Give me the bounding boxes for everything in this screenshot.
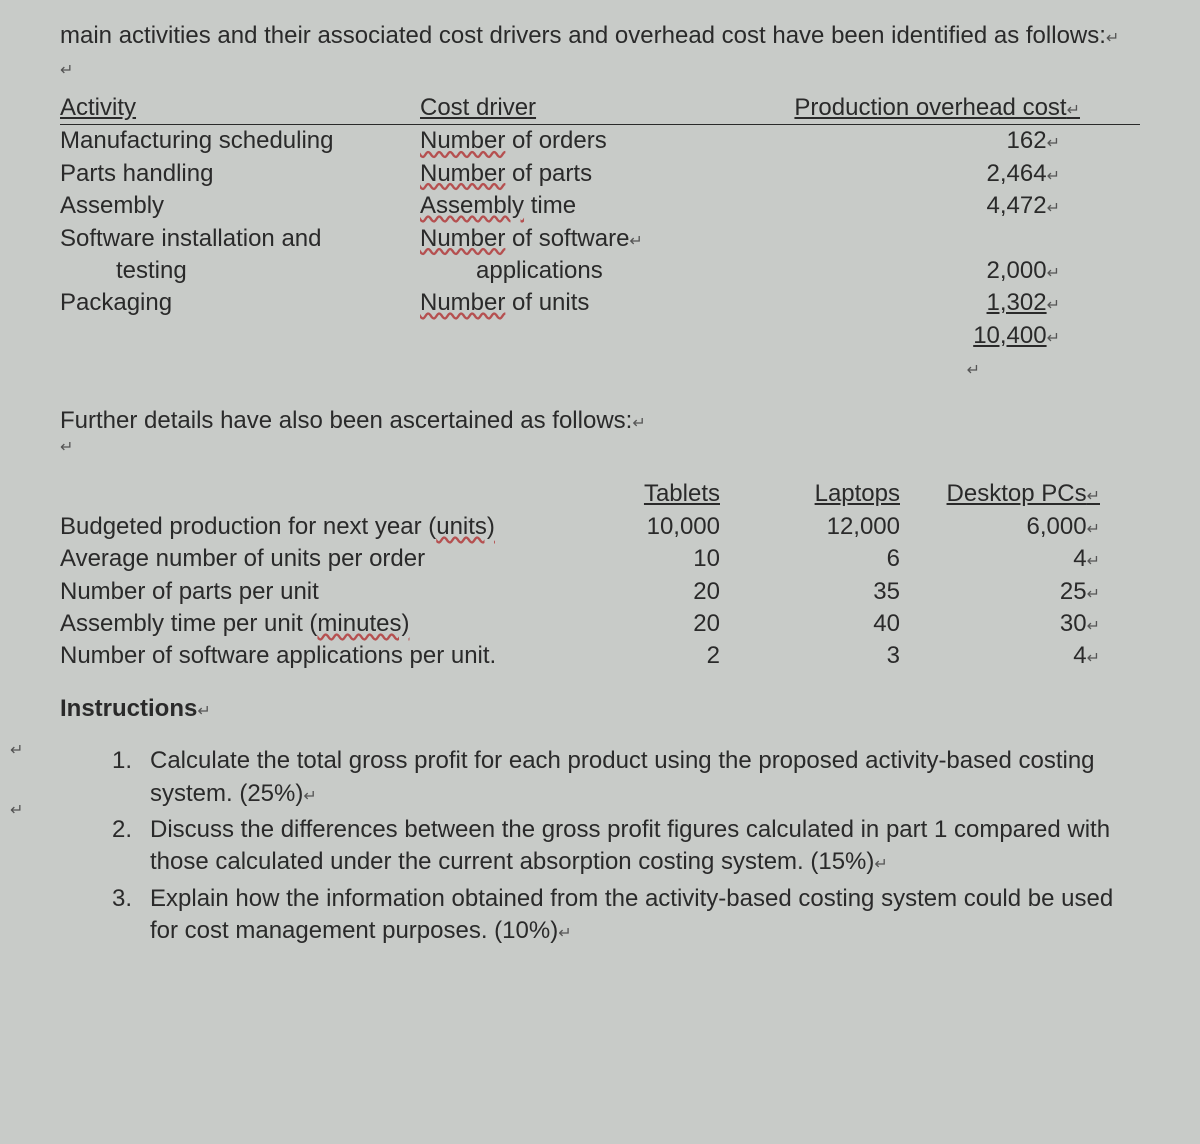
table-row: Manufacturing scheduling Number of order… xyxy=(60,125,1140,157)
tablets-cell: 2 xyxy=(580,640,720,672)
blank-line-mark: ↵ xyxy=(60,437,1140,459)
tablets-cell: 10 xyxy=(580,543,720,575)
driver-cell: applications xyxy=(420,255,780,287)
row-label: Number of software applications per unit… xyxy=(60,640,580,672)
margin-mark: ↵ xyxy=(10,740,23,762)
list-item: 2. Discuss the differences between the g… xyxy=(100,814,1140,879)
instructions-list: 1. Calculate the total gross profit for … xyxy=(60,745,1140,947)
laptops-cell: 40 xyxy=(720,608,900,640)
table-row: Assembly time per unit (minutes) 20 40 3… xyxy=(60,608,1140,640)
item-number: 2. xyxy=(100,814,150,879)
desktops-cell: 4↵ xyxy=(900,543,1140,575)
header-laptops: Laptops xyxy=(720,478,900,510)
cost-cell: 4,472↵ xyxy=(780,190,1140,222)
activity-cell: Manufacturing scheduling xyxy=(60,125,420,157)
row-label: Assembly time per unit (minutes) xyxy=(60,608,580,640)
driver-cell: Number of units xyxy=(420,287,780,319)
intro-paragraph: main activities and their associated cos… xyxy=(60,20,1140,52)
cost-cell xyxy=(780,223,1140,255)
desktops-cell: 6,000↵ xyxy=(900,511,1140,543)
tablets-cell: 20 xyxy=(580,576,720,608)
laptops-cell: 6 xyxy=(720,543,900,575)
blank-line-mark: ↵ xyxy=(60,60,1140,82)
tablets-cell: 20 xyxy=(580,608,720,640)
further-text: Further details have also been ascertain… xyxy=(60,407,632,434)
header-desktops: Desktop PCs↵ xyxy=(900,478,1140,510)
header-overhead-cost: Production overhead cost↵ xyxy=(780,92,1140,124)
table-row: Software installation and Number of soft… xyxy=(60,223,1140,255)
item-number: 3. xyxy=(100,883,150,948)
list-item: 3. Explain how the information obtained … xyxy=(100,883,1140,948)
margin-mark: ↵ xyxy=(10,800,23,822)
item-number: 1. xyxy=(100,745,150,810)
activity-cell: Software installation and xyxy=(60,223,420,255)
table-row: Average number of units per order 10 6 4… xyxy=(60,543,1140,575)
cost-cell: 2,000↵ xyxy=(780,255,1140,287)
item-text: Discuss the differences between the gros… xyxy=(150,814,1140,879)
instructions-heading: Instructions↵ xyxy=(60,693,1140,725)
row-label: Number of parts per unit xyxy=(60,576,580,608)
laptops-cell: 3 xyxy=(720,640,900,672)
header-activity: Activity xyxy=(60,92,420,124)
driver-cell: Assembly time xyxy=(420,190,780,222)
desktops-cell: 30↵ xyxy=(900,608,1140,640)
para-mark: ↵ xyxy=(1106,30,1119,47)
cost-cell: 2,464↵ xyxy=(780,158,1140,190)
row-label: Average number of units per order xyxy=(60,543,580,575)
product-details-table: Tablets Laptops Desktop PCs↵ Budgeted pr… xyxy=(60,478,1140,672)
driver-cell: Number of orders xyxy=(420,125,780,157)
blank-row: ↵ xyxy=(60,352,1140,384)
list-item: 1. Calculate the total gross profit for … xyxy=(100,745,1140,810)
desktops-cell: 4↵ xyxy=(900,640,1140,672)
item-text: Explain how the information obtained fro… xyxy=(150,883,1140,948)
activity-cell: Packaging xyxy=(60,287,420,319)
table-row: Parts handling Number of parts 2,464↵ xyxy=(60,158,1140,190)
row-label: Budgeted production for next year (units… xyxy=(60,511,580,543)
header-tablets: Tablets xyxy=(580,478,720,510)
table-row: Assembly Assembly time 4,472↵ xyxy=(60,190,1140,222)
activity-cell: Assembly xyxy=(60,190,420,222)
activity-cell: Parts handling xyxy=(60,158,420,190)
table-row: Number of parts per unit 20 35 25↵ xyxy=(60,576,1140,608)
further-details-paragraph: Further details have also been ascertain… xyxy=(60,405,1140,459)
desktops-cell: 25↵ xyxy=(900,576,1140,608)
item-text: Calculate the total gross profit for eac… xyxy=(150,745,1140,810)
cost-cell: 162↵ xyxy=(780,125,1140,157)
table-row: testing applications 2,000↵ xyxy=(60,255,1140,287)
activity-cell: testing xyxy=(60,255,420,287)
activity-cost-table: Activity Cost driver Production overhead… xyxy=(60,92,1140,385)
total-cell: 10,400↵ xyxy=(780,320,1140,352)
header-cost-driver: Cost driver xyxy=(420,92,780,124)
cost-cell: 1,302↵ xyxy=(780,287,1140,319)
table-row: Number of software applications per unit… xyxy=(60,640,1140,672)
table2-header-row: Tablets Laptops Desktop PCs↵ xyxy=(60,478,1140,510)
table-row: Budgeted production for next year (units… xyxy=(60,511,1140,543)
table-row: Packaging Number of units 1,302↵ xyxy=(60,287,1140,319)
table-total-row: 10,400↵ xyxy=(60,320,1140,352)
laptops-cell: 12,000 xyxy=(720,511,900,543)
tablets-cell: 10,000 xyxy=(580,511,720,543)
table1-header-row: Activity Cost driver Production overhead… xyxy=(60,92,1140,125)
laptops-cell: 35 xyxy=(720,576,900,608)
driver-cell: Number of software↵ xyxy=(420,223,780,255)
intro-text: main activities and their associated cos… xyxy=(60,22,1106,49)
driver-cell: Number of parts xyxy=(420,158,780,190)
